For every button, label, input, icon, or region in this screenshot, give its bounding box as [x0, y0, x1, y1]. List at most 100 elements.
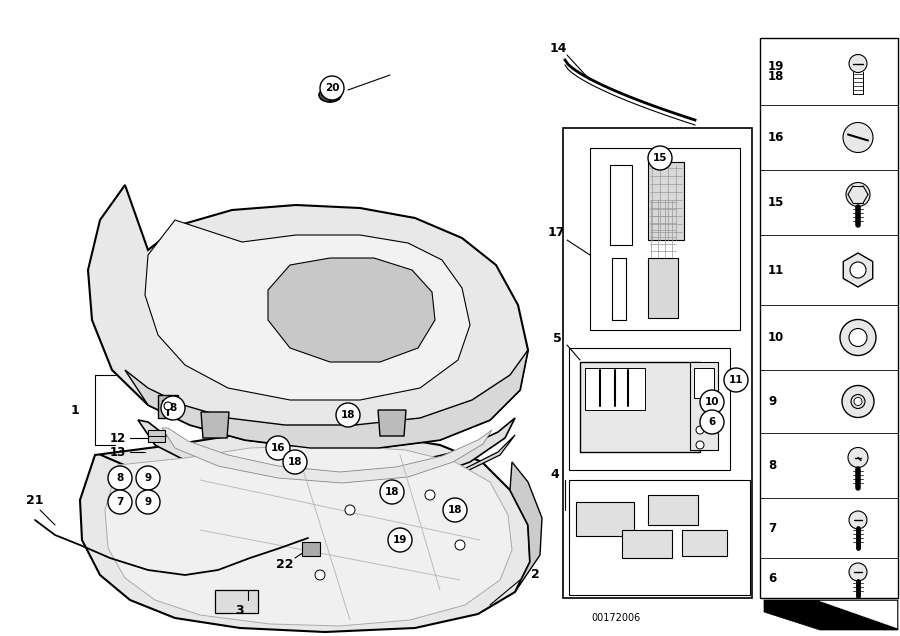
Polygon shape: [88, 185, 528, 448]
Circle shape: [455, 540, 465, 550]
Text: 11: 11: [729, 375, 743, 385]
Text: 8: 8: [169, 403, 176, 413]
Text: 18: 18: [385, 487, 400, 497]
Text: 14: 14: [549, 41, 567, 55]
Text: 18: 18: [341, 410, 356, 420]
Text: 8: 8: [768, 459, 776, 472]
Polygon shape: [148, 430, 165, 442]
Polygon shape: [268, 258, 435, 362]
Polygon shape: [843, 253, 873, 287]
Text: 7: 7: [768, 522, 776, 534]
Text: 22: 22: [276, 558, 293, 572]
Circle shape: [700, 410, 724, 434]
Text: 18: 18: [768, 70, 785, 83]
Polygon shape: [510, 462, 542, 592]
FancyBboxPatch shape: [580, 362, 700, 452]
Circle shape: [266, 436, 290, 460]
Text: 21: 21: [26, 494, 44, 506]
Text: 00172006: 00172006: [591, 613, 641, 623]
FancyBboxPatch shape: [648, 258, 678, 318]
Text: 19: 19: [768, 60, 785, 73]
Text: 00172006: 00172006: [804, 613, 856, 623]
Polygon shape: [158, 395, 178, 418]
Text: 18: 18: [288, 457, 302, 467]
Ellipse shape: [843, 123, 873, 153]
Circle shape: [164, 402, 172, 410]
Polygon shape: [145, 220, 470, 400]
FancyBboxPatch shape: [590, 148, 740, 330]
FancyBboxPatch shape: [694, 368, 714, 398]
Circle shape: [846, 183, 870, 207]
Circle shape: [724, 368, 748, 392]
Text: 13: 13: [110, 445, 126, 459]
Text: 6: 6: [768, 572, 776, 584]
Circle shape: [315, 570, 325, 580]
Circle shape: [380, 480, 404, 504]
Text: 4: 4: [551, 467, 560, 481]
Circle shape: [648, 146, 672, 170]
Circle shape: [840, 319, 876, 356]
FancyBboxPatch shape: [690, 362, 718, 450]
Circle shape: [849, 329, 867, 347]
Text: 1: 1: [70, 403, 79, 417]
Circle shape: [849, 563, 867, 581]
FancyBboxPatch shape: [569, 480, 750, 595]
Circle shape: [345, 505, 355, 515]
Polygon shape: [764, 600, 898, 630]
FancyBboxPatch shape: [610, 165, 632, 245]
Text: 8: 8: [116, 473, 123, 483]
Text: 7: 7: [116, 497, 123, 507]
Text: 11: 11: [768, 263, 784, 277]
Text: 17: 17: [547, 226, 565, 240]
Polygon shape: [201, 412, 229, 438]
Text: 10: 10: [705, 397, 719, 407]
Circle shape: [136, 466, 160, 490]
Circle shape: [696, 426, 704, 434]
Polygon shape: [162, 428, 492, 483]
Circle shape: [842, 385, 874, 417]
Ellipse shape: [319, 88, 341, 102]
FancyBboxPatch shape: [302, 542, 320, 556]
Text: 16: 16: [271, 443, 285, 453]
FancyBboxPatch shape: [569, 348, 730, 470]
Text: 6: 6: [708, 417, 716, 427]
Circle shape: [283, 450, 307, 474]
Text: 18: 18: [448, 505, 463, 515]
Polygon shape: [138, 418, 515, 488]
Text: 9: 9: [144, 497, 151, 507]
Text: 10: 10: [768, 331, 784, 344]
Text: 5: 5: [553, 331, 562, 345]
Circle shape: [854, 398, 862, 406]
Polygon shape: [162, 400, 174, 412]
Circle shape: [443, 498, 467, 522]
Text: 19: 19: [392, 535, 407, 545]
Text: 15: 15: [652, 153, 667, 163]
Polygon shape: [125, 350, 528, 448]
Polygon shape: [100, 435, 515, 490]
FancyBboxPatch shape: [648, 162, 684, 240]
Circle shape: [320, 76, 344, 100]
Circle shape: [851, 394, 865, 408]
FancyBboxPatch shape: [612, 258, 626, 320]
Polygon shape: [105, 445, 512, 626]
Circle shape: [425, 490, 435, 500]
Text: 3: 3: [236, 604, 244, 616]
Circle shape: [161, 396, 185, 420]
Polygon shape: [215, 590, 258, 613]
Text: 2: 2: [531, 569, 539, 581]
Circle shape: [848, 448, 868, 467]
Polygon shape: [682, 530, 727, 556]
Circle shape: [849, 55, 867, 73]
Circle shape: [388, 528, 412, 552]
Text: 20: 20: [325, 83, 339, 93]
Text: 9: 9: [144, 473, 151, 483]
FancyBboxPatch shape: [563, 128, 752, 598]
Circle shape: [696, 441, 704, 449]
Polygon shape: [80, 432, 530, 632]
Polygon shape: [648, 495, 698, 525]
Text: 16: 16: [768, 131, 785, 144]
Circle shape: [336, 403, 360, 427]
Circle shape: [108, 490, 132, 514]
Circle shape: [136, 490, 160, 514]
Circle shape: [700, 390, 724, 414]
